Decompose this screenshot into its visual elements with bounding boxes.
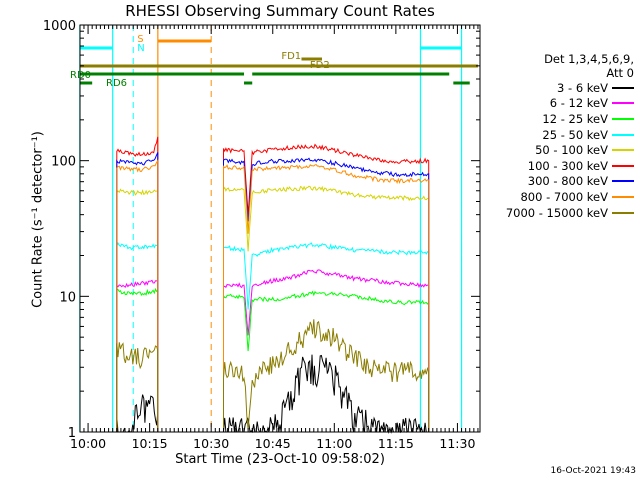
x-tick-label: 10:30 [193, 436, 229, 451]
flag-labels-layer: SN FD1 FD2 RD0 RD6 [70, 34, 330, 89]
series-line [223, 164, 430, 432]
legend-entry-label: 800 - 7000 keV [520, 189, 608, 204]
legend-entry-label: 3 - 6 keV [557, 80, 608, 95]
legend-swatch [612, 149, 634, 152]
x-tick-label: 10:15 [132, 436, 168, 451]
y-tick-label: 10 [59, 290, 76, 305]
series-line [116, 152, 159, 432]
legend-header-detectors: Det 1,3,4,5,6,9, [544, 52, 634, 66]
series-line [223, 242, 430, 432]
legend-swatch [612, 195, 634, 198]
legend-entry: 7000 - 15000 keV [482, 205, 638, 221]
series-line [116, 188, 159, 432]
series-line [223, 354, 429, 434]
x-tick-label: 11:30 [439, 436, 475, 451]
timestamp: 16-Oct-2021 19:43 [550, 466, 636, 476]
series-line [223, 319, 430, 432]
legend-swatch [612, 117, 634, 120]
legend-entry: 6 - 12 keV [482, 96, 638, 112]
legend-entry: 12 - 25 keV [482, 111, 638, 127]
legend-entry-label: 300 - 800 keV [527, 174, 608, 189]
y-tick-label: 1 [68, 426, 76, 441]
legend-entry: 3 - 6 keV [482, 80, 638, 96]
series-line [116, 242, 159, 432]
legend: Det 1,3,4,5,6,9, Att 0 3 - 6 keV 6 - 12 k… [482, 52, 638, 220]
series-line [223, 157, 430, 432]
x-axis-label: Start Time (23-Oct-10 09:58:02) [175, 452, 385, 467]
plot-frame [79, 24, 481, 433]
legend-swatch [612, 102, 634, 105]
x-tick-label: 11:15 [378, 436, 414, 451]
series-line [116, 279, 159, 432]
series-line [116, 136, 159, 432]
legend-entry-label: 50 - 100 keV [535, 143, 608, 158]
legend-swatch [612, 133, 634, 136]
legend-entry: 300 - 800 keV [482, 174, 638, 190]
rd0-label: RD0 [70, 70, 91, 81]
legend-entry-label: 25 - 50 keV [542, 127, 608, 142]
legend-entry: 800 - 7000 keV [482, 189, 638, 205]
legend-swatch [612, 164, 634, 167]
night-label: N [137, 43, 144, 54]
flags-layer [79, 25, 478, 432]
legend-swatch [612, 86, 634, 89]
axes-layer: 10:00 10:15 10:30 10:45 11:00 11:15 11:30 1 10 10… [43, 19, 481, 451]
series-line [116, 159, 159, 432]
legend-entry-label: 7000 - 15000 keV [505, 205, 608, 220]
fd1-label: FD1 [281, 51, 301, 62]
x-tick-label: 10:45 [255, 436, 291, 451]
series-layer [116, 136, 430, 434]
y-tick-label: 1000 [43, 19, 76, 34]
series-line [116, 342, 159, 432]
saa-start-label: S [137, 34, 143, 45]
series-line [223, 143, 430, 432]
legend-entry: 50 - 100 keV [482, 142, 638, 158]
legend-entry-label: 6 - 12 keV [549, 96, 608, 111]
series-line [223, 269, 430, 432]
legend-entry: 25 - 50 keV [482, 127, 638, 143]
chart-title: RHESSI Observing Summary Count Rates [125, 2, 435, 20]
series-line [116, 287, 159, 432]
legend-header-attenuator: Att 0 [606, 66, 634, 80]
legend-entry-label: 100 - 300 keV [527, 158, 608, 173]
y-tick-label: 100 [51, 155, 76, 170]
legend-swatch [612, 180, 634, 183]
y-axis-label: Count Rate (s⁻¹ detector⁻¹) [30, 131, 46, 308]
x-tick-label: 10:00 [70, 436, 106, 451]
rd6-label: RD6 [106, 78, 127, 89]
series-line [116, 394, 159, 433]
series-line [223, 185, 430, 432]
legend-entry: 100 - 300 keV [482, 158, 638, 174]
legend-entry-label: 12 - 25 keV [542, 111, 608, 126]
fd2-label: FD2 [310, 60, 330, 71]
legend-swatch [612, 211, 634, 214]
series-line [223, 290, 430, 432]
x-tick-label: 11:00 [316, 436, 352, 451]
